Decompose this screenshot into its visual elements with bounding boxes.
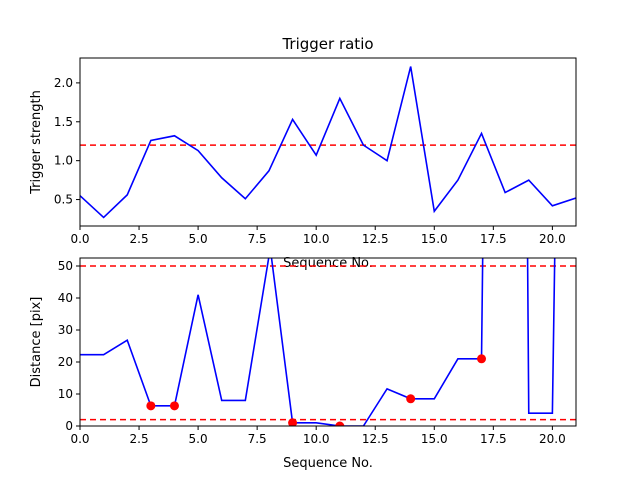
x-tick-label: 0.0 [70,432,89,446]
x-tick-label: 5.0 [189,232,208,246]
x-tick-label: 12.5 [362,432,389,446]
x-tick-label: 20.0 [539,232,566,246]
data-point [288,418,298,426]
plot-frame [79,257,577,427]
y-tick-label: 50 [58,259,73,273]
x-tick-label: 12.5 [362,232,389,246]
y-tick-label: 30 [58,323,73,337]
series-line [80,258,270,407]
series-line [270,258,484,426]
x-tick-label: 0.0 [70,232,89,246]
y-tick-label: 1.5 [54,115,73,129]
x-tick-label: 10.0 [303,432,330,446]
y-tick-label: 20 [58,355,73,369]
x-tick-label: 17.5 [480,232,507,246]
trigger-ratio-chart: Trigger ratio 0.0 2.5 5.0 7.5 10.0 12.5 15.0 17… [29,35,577,271]
x-tick-label: 7.5 [248,232,267,246]
x-tick-label: 15.0 [421,432,448,446]
y-tick-label: 40 [58,291,73,305]
plot-frame [79,57,577,227]
data-point [169,401,179,411]
x-tick-label: 17.5 [480,432,507,446]
data-point [335,421,345,426]
y-axis-label: Trigger strength [29,90,44,195]
x-tick-label: 10.0 [303,232,330,246]
x-tick-label: 7.5 [248,432,267,446]
x-tick-label: 15.0 [421,232,448,246]
y-tick-label: 1.0 [54,154,73,168]
y-tick-label: 0 [65,419,73,433]
x-axis-label: Sequence No. [283,256,373,271]
x-tick-label: 2.5 [130,232,149,246]
x-tick-label: 20.0 [539,432,566,446]
series-line [526,258,556,415]
x-tick-label: 2.5 [130,432,149,446]
x-tick-label: 5.0 [189,432,208,446]
data-point [146,401,156,411]
distance-chart: 0.0 2.5 5.0 7.5 10.0 12.5 15.0 17.5 20.0 0 10 20 30… [29,257,577,471]
y-tick-label: 10 [58,387,73,401]
y-axis-label: Distance [pix] [29,297,44,388]
data-point [477,354,487,364]
chart-title: Trigger ratio [281,35,373,53]
x-axis-label: Sequence No. [283,456,373,471]
y-tick-label: 0.5 [54,193,73,207]
y-tick-label: 2.0 [54,76,73,90]
series-line [80,66,576,219]
data-point [406,394,416,404]
